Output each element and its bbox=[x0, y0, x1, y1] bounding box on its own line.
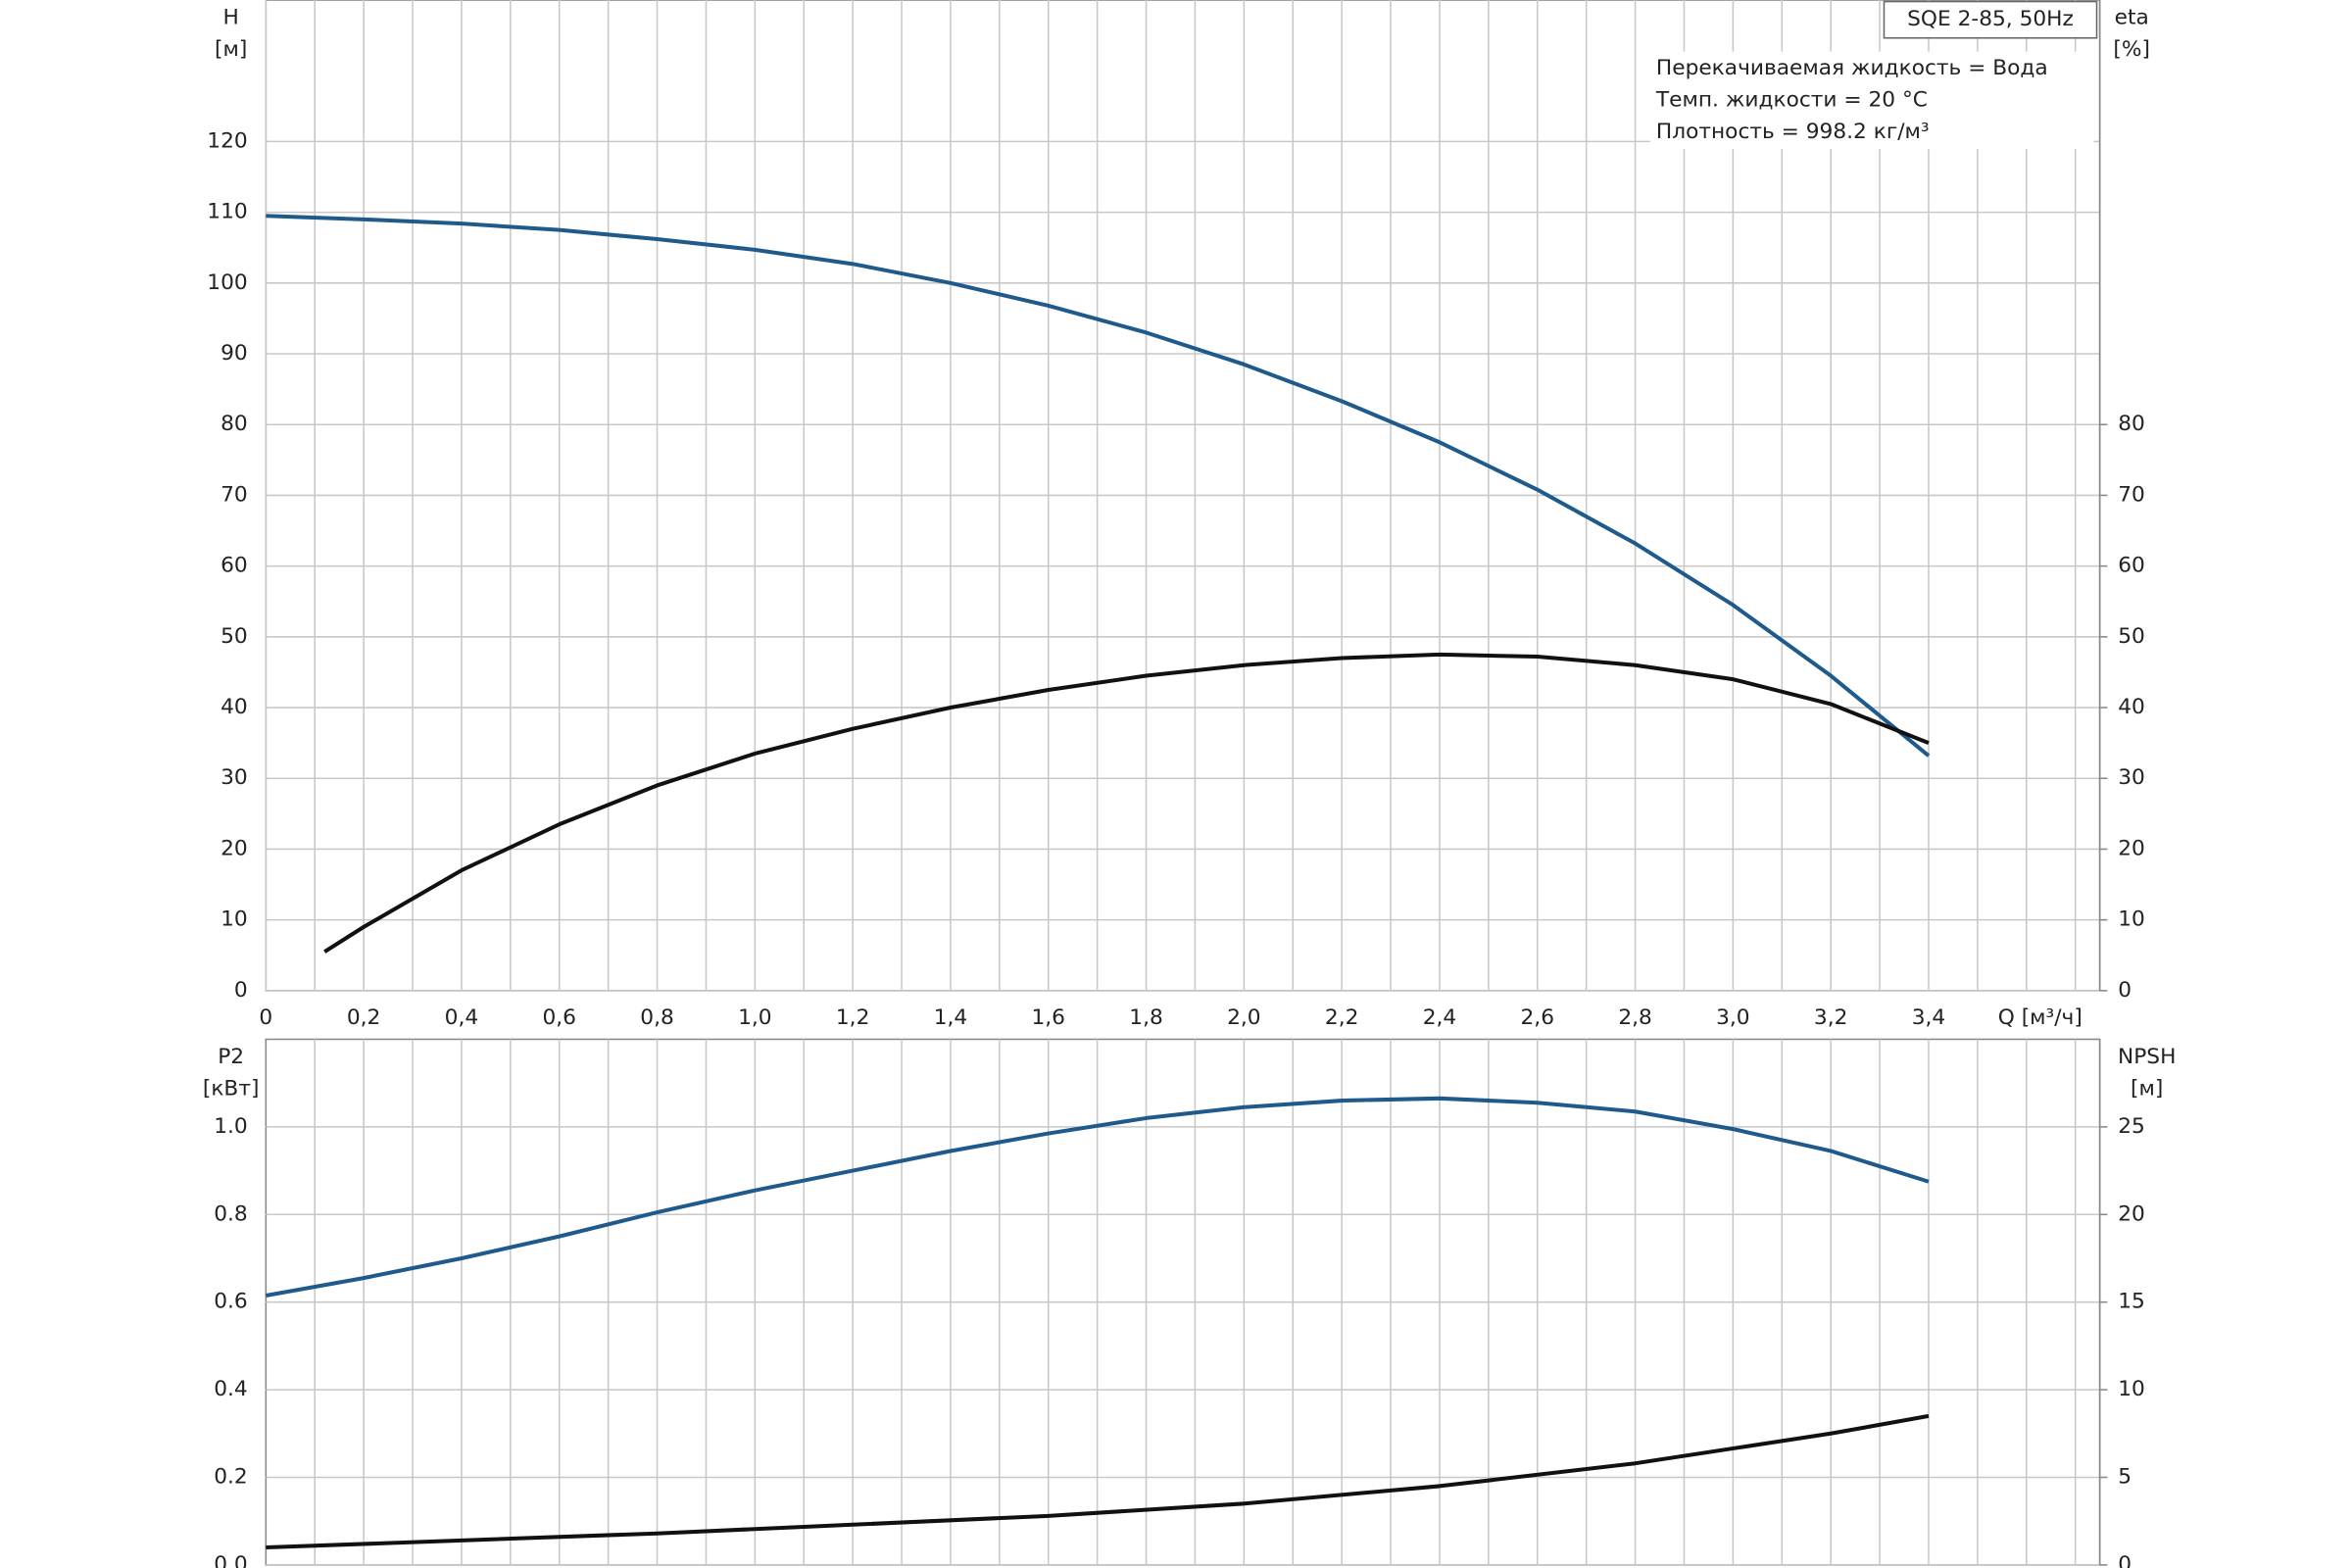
y2-tick-label: 15 bbox=[2118, 1290, 2145, 1314]
x-tick-label: 0,4 bbox=[445, 1005, 479, 1030]
y2-axis-unit: [%] bbox=[2113, 37, 2150, 62]
annotation: Темп. жидкости = 20 °C bbox=[1655, 87, 1928, 112]
x-tick-label: 2,4 bbox=[1423, 1005, 1457, 1030]
x-tick-label: 2,2 bbox=[1325, 1005, 1359, 1030]
y-tick-label: 120 bbox=[207, 128, 247, 153]
y-tick-label: 90 bbox=[220, 341, 248, 366]
y-tick-label: 0.0 bbox=[214, 1552, 248, 1568]
x-axis-label: Q [м³/ч] bbox=[1998, 1005, 2082, 1030]
x-tick-label: 1,8 bbox=[1129, 1005, 1163, 1030]
y2-axis-label: NPSH bbox=[2118, 1045, 2176, 1069]
x-tick-label: 1,2 bbox=[836, 1005, 870, 1030]
x-tick-label: 0,8 bbox=[640, 1005, 674, 1030]
curve bbox=[266, 214, 1931, 758]
y-axis-label: P2 bbox=[218, 1045, 244, 1069]
annotation: Перекачиваемая жидкость = Вода bbox=[1656, 56, 2048, 80]
x-tick-label: 2,0 bbox=[1227, 1005, 1261, 1030]
y2-tick-label: 70 bbox=[2118, 482, 2145, 507]
x-tick-label: 0 bbox=[259, 1005, 272, 1030]
x-tick-label: 3,2 bbox=[1814, 1005, 1847, 1030]
y2-axis-unit: [м] bbox=[2131, 1077, 2163, 1102]
y2-tick-label: 50 bbox=[2118, 624, 2145, 649]
y-tick-label: 0.8 bbox=[214, 1201, 248, 1226]
y2-tick-label: 20 bbox=[2118, 836, 2145, 860]
annotation: Плотность = 998.2 кг/м³ bbox=[1656, 120, 1930, 144]
y2-tick-label: 25 bbox=[2118, 1114, 2145, 1139]
y2-tick-label: 40 bbox=[2118, 695, 2145, 719]
y2-tick-label: 10 bbox=[2118, 1377, 2145, 1401]
y-axis-unit: [кВт] bbox=[203, 1077, 260, 1102]
y-tick-label: 60 bbox=[220, 554, 248, 578]
y-tick-label: 0.6 bbox=[214, 1290, 248, 1314]
curve bbox=[265, 1096, 1930, 1298]
y-tick-label: 20 bbox=[220, 836, 248, 860]
y2-axis-label: eta bbox=[2115, 6, 2149, 30]
y-axis-label: H bbox=[223, 6, 239, 30]
y-tick-label: 1.0 bbox=[214, 1114, 248, 1139]
curve bbox=[323, 652, 1930, 954]
y-tick-label: 110 bbox=[207, 200, 247, 224]
chart-title: SQE 2-85, 50Hz bbox=[1907, 7, 2074, 31]
x-tick-label: 3,0 bbox=[1716, 1005, 1750, 1030]
x-tick-label: 1,4 bbox=[934, 1005, 968, 1030]
y2-tick-label: 20 bbox=[2118, 1201, 2145, 1226]
y-tick-label: 0.4 bbox=[214, 1377, 248, 1401]
y2-tick-label: 30 bbox=[2118, 765, 2145, 790]
x-tick-label: 1,6 bbox=[1031, 1005, 1065, 1030]
y2-tick-label: 60 bbox=[2118, 554, 2145, 578]
annotation-bg bbox=[1649, 51, 2094, 149]
x-tick-label: 2,8 bbox=[1618, 1005, 1651, 1030]
y2-tick-label: 80 bbox=[2118, 412, 2145, 436]
y2-tick-label: 0 bbox=[2118, 978, 2132, 1003]
y2-tick-label: 5 bbox=[2118, 1464, 2132, 1489]
y-tick-label: 80 bbox=[220, 412, 248, 436]
y-tick-label: 10 bbox=[220, 907, 248, 932]
y-tick-label: 40 bbox=[220, 695, 248, 719]
x-tick-label: 1,0 bbox=[738, 1005, 772, 1030]
y-tick-label: 0.2 bbox=[214, 1464, 248, 1489]
x-tick-label: 0,2 bbox=[347, 1005, 381, 1030]
x-tick-label: 3,4 bbox=[1912, 1005, 1945, 1030]
curve bbox=[266, 1413, 1930, 1550]
y-axis-unit: [м] bbox=[215, 37, 247, 62]
y2-tick-label: 0 bbox=[2118, 1552, 2132, 1568]
x-tick-label: 2,6 bbox=[1521, 1005, 1555, 1030]
y-tick-label: 0 bbox=[234, 978, 248, 1003]
y-tick-label: 100 bbox=[207, 270, 247, 295]
y2-tick-label: 10 bbox=[2118, 907, 2145, 932]
y-tick-label: 50 bbox=[220, 624, 248, 649]
x-tick-label: 0,6 bbox=[542, 1005, 576, 1030]
y-tick-label: 70 bbox=[220, 482, 248, 507]
y-tick-label: 30 bbox=[220, 765, 248, 790]
title-box bbox=[1883, 0, 2098, 39]
